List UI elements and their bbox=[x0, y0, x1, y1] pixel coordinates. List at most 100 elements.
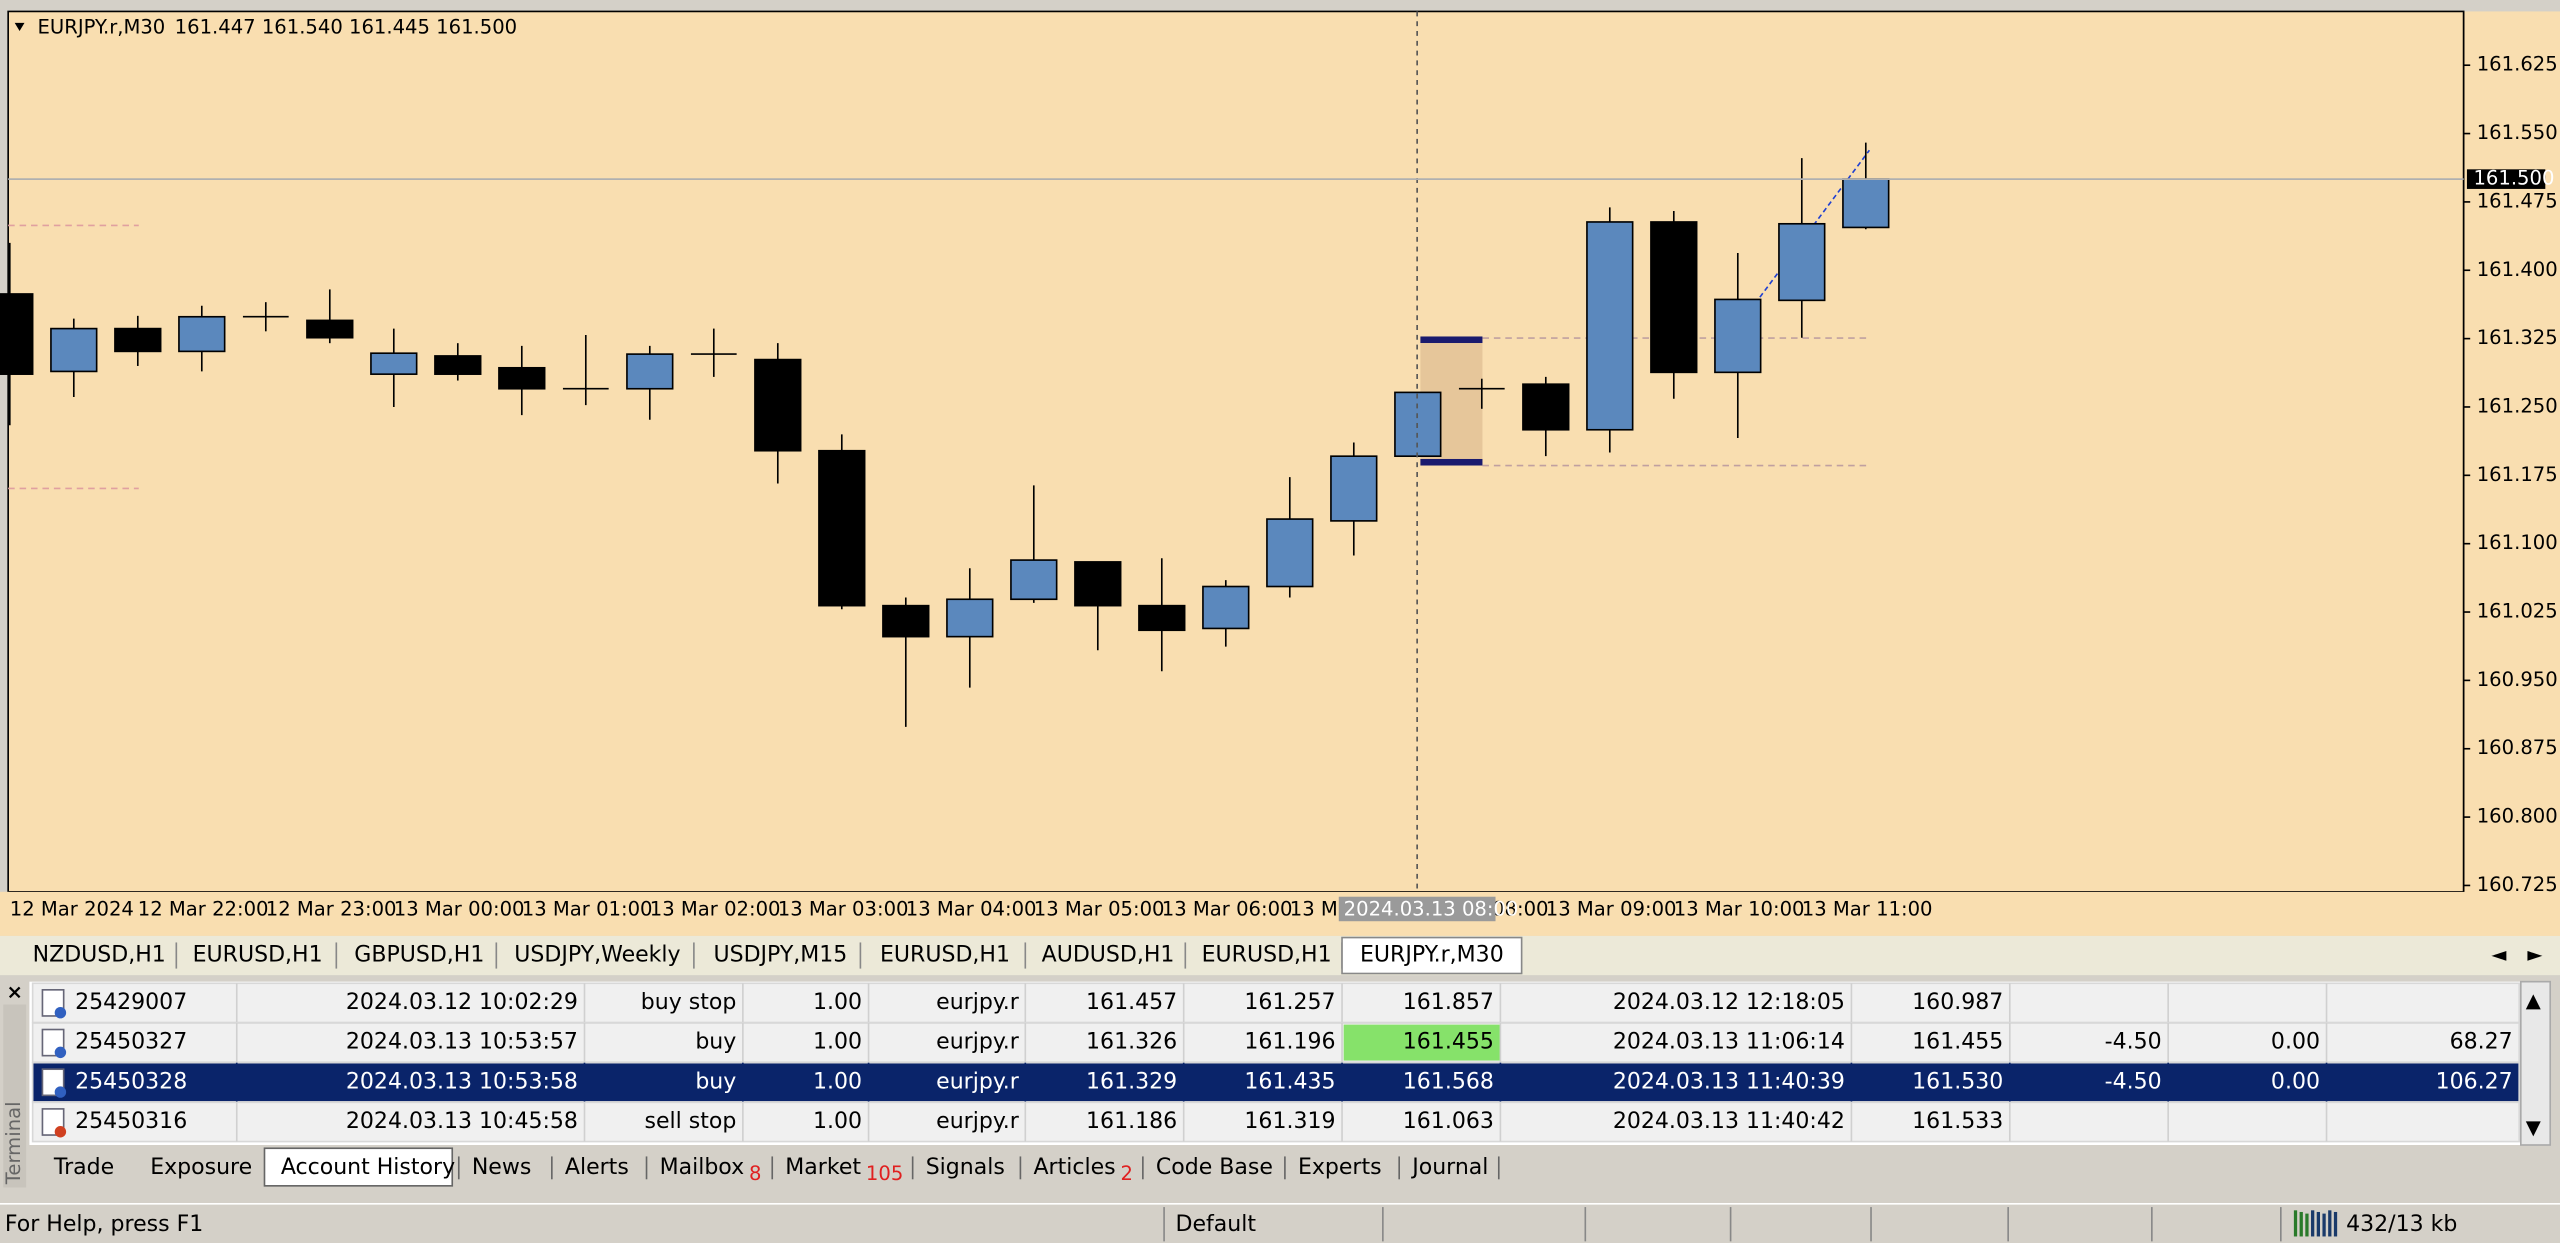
candle-body bbox=[1138, 604, 1186, 632]
table-row[interactable] bbox=[31, 1061, 2520, 1103]
candle-body bbox=[114, 327, 162, 353]
chart-symbol: EURJPY.r,M30 bbox=[38, 15, 166, 38]
table-cell: 25429007 bbox=[75, 990, 187, 1015]
chart-quote: 161.447 161.540 161.445 161.500 bbox=[175, 15, 517, 38]
bottom-tab[interactable]: Journal bbox=[1410, 1155, 1488, 1180]
table-cell: 161.568 bbox=[1403, 1069, 1494, 1094]
bottom-tab[interactable]: Alerts bbox=[565, 1155, 629, 1180]
scrollbar[interactable] bbox=[2520, 980, 2552, 1146]
chart-menu-arrow[interactable] bbox=[14, 22, 25, 32]
candle-body bbox=[1010, 559, 1058, 601]
x-tick-label: 13 Mar 06:00 bbox=[1162, 897, 1293, 920]
close-button[interactable]: × bbox=[7, 981, 23, 1004]
chart-tab[interactable]: EURJPY.r,M30 bbox=[1360, 943, 1504, 968]
y-tick-label: 161.400 bbox=[2477, 258, 2558, 281]
bottom-tab[interactable]: Market bbox=[785, 1155, 861, 1180]
chart-tab[interactable]: USDJPY,Weekly bbox=[514, 943, 680, 968]
chart-area bbox=[7, 10, 2465, 893]
x-tick-label: 13 Mar 04:00 bbox=[906, 897, 1037, 920]
table-cell: 2024.03.13 10:53:57 bbox=[346, 1030, 578, 1055]
bottom-tab[interactable]: News bbox=[472, 1155, 532, 1180]
x-tick-label: 13 Mar 02:00 bbox=[650, 897, 781, 920]
scroll-right[interactable]: ► bbox=[2527, 943, 2542, 966]
table-cell: 161.457 bbox=[1086, 990, 1177, 1015]
table-cell: eurjpy.r bbox=[936, 1030, 1020, 1055]
table-cell: 2024.03.13 11:40:39 bbox=[1613, 1069, 1845, 1094]
row-icon-dot bbox=[54, 1126, 67, 1138]
traffic-bar bbox=[2316, 1211, 2320, 1237]
candle-body bbox=[50, 327, 98, 373]
y-tick-label: 161.325 bbox=[2477, 326, 2558, 349]
x-tick-label: 13 Mar 10:00 bbox=[1674, 897, 1805, 920]
bottom-tab[interactable]: Mailbox bbox=[660, 1155, 745, 1180]
table-cell: 161.329 bbox=[1086, 1069, 1177, 1094]
scroll-up[interactable]: ▲ bbox=[2526, 989, 2541, 1012]
table-row[interactable] bbox=[31, 982, 2520, 1024]
table-cell: 161.533 bbox=[1912, 1109, 2003, 1134]
candle-body bbox=[178, 315, 226, 353]
chart-tab[interactable]: USDJPY,M15 bbox=[713, 943, 847, 968]
order-bottom bbox=[1420, 458, 1483, 466]
candle-body bbox=[946, 598, 994, 638]
x-tick-label: 13 Mar 09:00 bbox=[1546, 897, 1677, 920]
candle-body bbox=[1586, 221, 1634, 431]
candle-body bbox=[1074, 561, 1122, 607]
candle-body bbox=[818, 449, 866, 607]
traffic-bar bbox=[2322, 1213, 2326, 1237]
x-tick-label: 13 Mar 11:00 bbox=[1802, 897, 1933, 920]
candle-body bbox=[306, 319, 354, 339]
chart-tab[interactable]: AUDUSD,H1 bbox=[1042, 943, 1175, 968]
bottom-tab[interactable]: Articles bbox=[1033, 1155, 1115, 1180]
crosshair-label: 2024.03.13 08:00 bbox=[1344, 897, 1519, 920]
bottom-tab[interactable]: Trade bbox=[53, 1155, 114, 1180]
table-row[interactable] bbox=[31, 1101, 2520, 1143]
bottom-tab[interactable]: Signals bbox=[926, 1155, 1005, 1180]
table-cell: 1.00 bbox=[813, 990, 862, 1015]
scroll-left[interactable]: ◄ bbox=[2491, 943, 2506, 966]
y-tick-label: 160.950 bbox=[2477, 668, 2558, 691]
chart-tab[interactable]: EURUSD,H1 bbox=[193, 943, 323, 968]
row-icon-dot bbox=[54, 1086, 67, 1098]
table-cell: 161.196 bbox=[1244, 1030, 1335, 1055]
table-cell: -4.50 bbox=[2105, 1069, 2162, 1094]
traffic-bar bbox=[2333, 1211, 2338, 1237]
scroll-down[interactable]: ▼ bbox=[2526, 1116, 2541, 1139]
chart-tab[interactable]: EURUSD,H1 bbox=[1202, 943, 1332, 968]
chart-tab[interactable]: EURUSD,H1 bbox=[880, 943, 1010, 968]
candle-body bbox=[1266, 518, 1314, 588]
bottom-tab[interactable]: Exposure bbox=[150, 1155, 252, 1180]
table-cell: 2024.03.12 10:02:29 bbox=[346, 990, 578, 1015]
table-cell: 106.27 bbox=[2436, 1069, 2513, 1094]
candle-body bbox=[754, 358, 802, 452]
table-cell: 0.00 bbox=[2271, 1069, 2320, 1094]
bottom-tab[interactable]: Account History bbox=[281, 1155, 455, 1180]
table-cell: eurjpy.r bbox=[936, 990, 1020, 1015]
table-cell: 160.987 bbox=[1912, 990, 2003, 1015]
candle-body bbox=[1650, 221, 1698, 374]
table-cell: 2024.03.13 10:45:58 bbox=[346, 1109, 578, 1134]
time-axis bbox=[0, 891, 2560, 936]
x-tick-label: 13 Mar 01:00 bbox=[522, 897, 653, 920]
table-cell: 161.257 bbox=[1244, 990, 1335, 1015]
table-cell: 2024.03.12 12:18:05 bbox=[1613, 990, 1845, 1015]
row-icon-dot bbox=[54, 1046, 67, 1059]
candle-body bbox=[370, 352, 418, 375]
bid-label: 161.500 bbox=[2473, 167, 2554, 190]
y-tick-label: 161.250 bbox=[2477, 394, 2558, 417]
chart-tab[interactable]: GBPUSD,H1 bbox=[354, 943, 484, 968]
x-tick-label: 13 Mar 03:00 bbox=[778, 897, 909, 920]
y-tick-label: 161.025 bbox=[2477, 600, 2558, 623]
chart-tab[interactable]: NZDUSD,H1 bbox=[33, 943, 166, 968]
candle-body bbox=[1202, 585, 1250, 630]
traffic-bar bbox=[2311, 1210, 2315, 1237]
ui: 161.625 161.550 161.475 161.400 161.325 161.2… bbox=[0, 11, 2560, 1242]
x-tick-label: 12 Mar 2024 bbox=[10, 897, 134, 920]
y-tick-label: 161.175 bbox=[2477, 463, 2558, 486]
bottom-tab[interactable]: Code Base bbox=[1156, 1155, 1273, 1180]
x-tick-label: 13 Mar 00:00 bbox=[394, 897, 525, 920]
table-cell: sell stop bbox=[644, 1109, 736, 1134]
table-cell: -4.50 bbox=[2105, 1030, 2162, 1055]
table-cell: 161.455 bbox=[1912, 1030, 2003, 1055]
table-cell: 161.326 bbox=[1086, 1030, 1177, 1055]
bottom-tab[interactable]: Experts bbox=[1298, 1155, 1382, 1180]
